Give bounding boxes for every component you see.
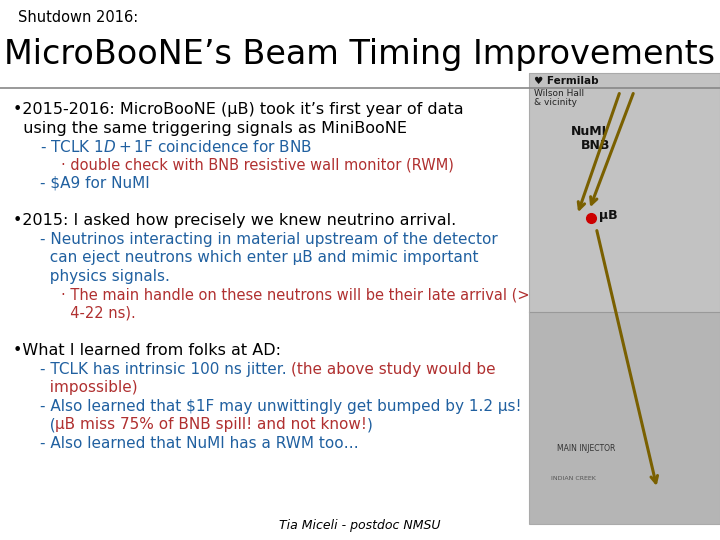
Text: μB: μB	[599, 210, 618, 222]
Text: - TCLK has intrinsic 100 ns jitter.: - TCLK has intrinsic 100 ns jitter.	[40, 362, 291, 377]
Text: μB miss 75% of BNB spill! and not know!: μB miss 75% of BNB spill! and not know!	[55, 417, 367, 433]
Text: & vicinity: & vicinity	[534, 98, 577, 107]
Bar	[529, 73, 720, 524]
Text: MAIN INJECTOR: MAIN INJECTOR	[557, 444, 616, 453]
Text: impossible): impossible)	[40, 380, 138, 395]
Text: ): )	[367, 417, 373, 433]
Text: 4-22 ns).: 4-22 ns).	[61, 306, 136, 321]
Text: - $A9 for NuMI: - $A9 for NuMI	[40, 176, 149, 191]
Bar	[529, 73, 720, 312]
Text: •What I learned from folks at AD:: •What I learned from folks at AD:	[13, 343, 281, 359]
Text: Shutdown 2016:: Shutdown 2016:	[18, 10, 138, 25]
Text: BNB: BNB	[581, 139, 611, 152]
Text: · The main handle on these neutrons will be their late arrival (>: · The main handle on these neutrons will…	[61, 287, 530, 302]
Text: - Also learned that $1F may unwittingly get bumped by 1.2 μs!: - Also learned that $1F may unwittingly …	[40, 399, 521, 414]
Text: · double check with BNB resistive wall monitor (RWM): · double check with BNB resistive wall m…	[61, 158, 454, 172]
Text: physics signals.: physics signals.	[40, 269, 169, 284]
Text: - Also learned that NuMI has a RWM too…: - Also learned that NuMI has a RWM too…	[40, 436, 359, 451]
Text: Tia Miceli - postdoc NMSU: Tia Miceli - postdoc NMSU	[279, 519, 441, 532]
Text: ♥ Fermilab: ♥ Fermilab	[534, 76, 599, 86]
Bar	[529, 312, 720, 524]
Text: - TCLK $1D + $1F coincidence for BNB: - TCLK $1D + $1F coincidence for BNB	[40, 139, 311, 155]
Text: (: (	[40, 417, 55, 433]
Text: MicroBooNE’s Beam Timing Improvements: MicroBooNE’s Beam Timing Improvements	[4, 38, 716, 71]
Text: can eject neutrons which enter μB and mimic important: can eject neutrons which enter μB and mi…	[40, 251, 478, 265]
Text: (the above study would be: (the above study would be	[291, 362, 496, 377]
Text: •2015-2016: MicroBooNE (μB) took it’s first year of data: •2015-2016: MicroBooNE (μB) took it’s fi…	[13, 102, 464, 117]
Text: - Neutrinos interacting in material upstream of the detector: - Neutrinos interacting in material upst…	[40, 232, 498, 247]
Text: INDIAN CREEK: INDIAN CREEK	[552, 476, 596, 481]
Text: Wilson Hall: Wilson Hall	[534, 89, 585, 98]
Text: •2015: I asked how precisely we knew neutrino arrival.: •2015: I asked how precisely we knew neu…	[13, 213, 456, 228]
Text: NuMI: NuMI	[571, 125, 608, 138]
Text: using the same triggering signals as MiniBooNE: using the same triggering signals as Min…	[13, 120, 407, 136]
